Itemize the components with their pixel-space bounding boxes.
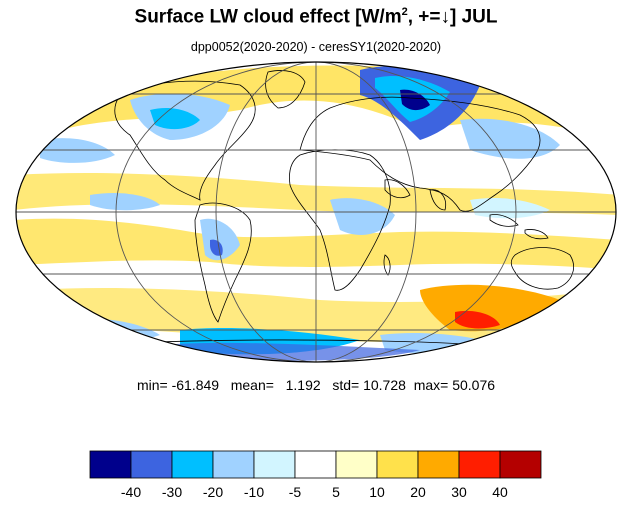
colorbar-tick-label: -40: [121, 484, 141, 500]
colorbar-tick-label: -5: [289, 484, 302, 500]
colorbar-tick-label: 5: [332, 484, 340, 500]
stat-mean-label: mean=: [230, 377, 274, 393]
colorbar-swatch: [171, 450, 214, 479]
colorbar-swatch: [294, 450, 337, 479]
stat-min-label: min=: [136, 377, 168, 393]
stat-std-label: std=: [332, 377, 360, 393]
colorbar-swatch: [499, 450, 542, 479]
colorbar-swatch: [89, 450, 132, 479]
colorbar-tick-label: 40: [492, 484, 508, 500]
plot-subtitle: dpp0052(2020-2020) - ceresSY1(2020-2020): [190, 40, 442, 54]
stat-max-value: 50.076: [452, 377, 496, 393]
colorbar-swatch: [253, 450, 296, 479]
plot-title: Surface LW cloud effect [W/m2, +=↓] JUL: [0, 6, 632, 28]
colorbar-tick-label: -30: [162, 484, 182, 500]
title-suffix: , +=↓] JUL: [407, 6, 498, 28]
colorbar-swatch: [376, 450, 419, 479]
stat-std-value: 10.728: [363, 377, 406, 393]
colorbar-tick-label: -10: [244, 484, 264, 500]
colorbar-swatch: [130, 450, 173, 479]
colorbar-swatch: [417, 450, 460, 479]
title-text: Surface LW cloud effect [W/m: [134, 6, 402, 28]
colorbar-tick-label: 10: [369, 484, 385, 500]
colorbar-swatch: [212, 450, 255, 479]
stat-max-label: max=: [413, 377, 449, 393]
colorbar-tick-label: 20: [410, 484, 426, 500]
colorbar-tick-label: -20: [203, 484, 223, 500]
title-superscript: 2: [401, 6, 408, 18]
stat-min-value: -61.849: [171, 377, 220, 393]
colorbar-tick-label: 30: [451, 484, 467, 500]
stats-summary: min= -61.849 mean= 1.192 std= 10.728 max…: [0, 377, 632, 393]
stat-mean-value: 1.192: [285, 377, 321, 393]
colorbar-swatch: [335, 450, 378, 479]
colorbar-swatch: [458, 450, 501, 479]
map-border: [15, 61, 617, 363]
